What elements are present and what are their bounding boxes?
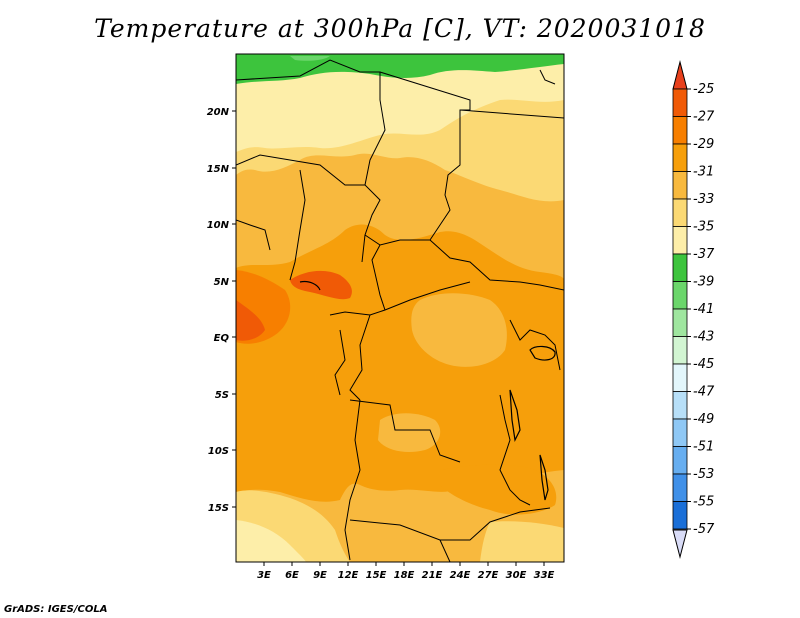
colorbar-label: -29 — [693, 137, 714, 152]
lon-label: 30E — [506, 570, 527, 581]
lon-label: 9E — [313, 570, 327, 581]
field-37-band — [236, 54, 564, 84]
lat-label: 10S — [208, 446, 229, 457]
map-frame — [235, 53, 565, 563]
field-29-core — [236, 224, 564, 502]
colorbar-label: -31 — [693, 165, 714, 180]
lon-label: 24E — [450, 570, 471, 581]
field-31-patch-1 — [411, 293, 507, 367]
lat-label: EQ — [214, 333, 230, 344]
colorbar-cell — [672, 391, 688, 420]
colorbar-label: -51 — [693, 440, 714, 455]
colorbar-label: -27 — [693, 110, 715, 125]
colorbar-cell — [672, 363, 688, 392]
field-25-gulf — [236, 300, 265, 341]
lon-label: 18E — [394, 570, 415, 581]
colorbar-cell — [672, 473, 688, 502]
colorbar-cell — [672, 116, 688, 145]
lon-label: 6E — [285, 570, 299, 581]
field-29-southeast — [440, 464, 557, 515]
lon-label: 27E — [478, 570, 499, 581]
lat-label: 10N — [207, 220, 230, 231]
colorbar-cell — [672, 253, 688, 282]
lon-label: 3E — [257, 570, 271, 581]
colorbar: -25 -27 -29 -31 -33 -35 -37 -39 -41 -43 -45 -47 -49 -… — [672, 60, 715, 559]
colorbar-top-triangle — [672, 60, 688, 90]
colorbar-label: -43 — [693, 330, 714, 345]
country-borders — [236, 59, 564, 562]
colorbar-label: -53 — [693, 467, 714, 482]
colorbar-label: -49 — [693, 412, 714, 427]
lat-label: 15N — [207, 164, 230, 175]
lakes — [299, 280, 556, 501]
colorbar-cell — [672, 501, 688, 530]
colorbar-label: -39 — [693, 275, 714, 290]
field-35-band — [236, 54, 564, 152]
colorbar-cell — [672, 308, 688, 337]
field-39-patch — [290, 56, 330, 61]
grads-credit: GrADS: IGES/COLA — [4, 604, 108, 615]
colorbar-bottom-triangle — [672, 529, 688, 559]
colorbar-cell — [672, 88, 688, 117]
field-35-southwest — [236, 520, 306, 562]
temperature-field — [236, 54, 564, 562]
colorbar-cell — [672, 143, 688, 172]
lat-label: 15S — [208, 503, 229, 514]
colorbar-cell — [672, 198, 688, 227]
lat-label: 5N — [214, 277, 230, 288]
field-25-cameroon — [290, 270, 352, 300]
colorbar-label: -47 — [693, 385, 715, 400]
colorbar-cell — [672, 446, 688, 475]
lon-label: 12E — [338, 570, 359, 581]
lat-label: 20N — [207, 107, 230, 118]
axis-ticks — [232, 110, 545, 566]
colorbar-label: -33 — [693, 192, 714, 207]
colorbar-label: -35 — [693, 220, 714, 235]
colorbar-label: -45 — [693, 357, 714, 372]
colorbar-cell — [672, 418, 688, 447]
colorbar-label: -25 — [693, 82, 714, 97]
colorbar-cell — [672, 171, 688, 200]
colorbar-label: -37 — [693, 247, 715, 262]
colorbar-label: -57 — [693, 522, 715, 537]
lon-label: 33E — [534, 570, 555, 581]
colorbar-label: -55 — [693, 495, 714, 510]
colorbar-cell — [672, 336, 688, 365]
chart-title: Temperature at 300hPa [C], VT: 202003101… — [94, 14, 706, 43]
lon-label: 21E — [422, 570, 443, 581]
field-31-patch-3 — [236, 174, 300, 250]
colorbar-label: -41 — [693, 302, 714, 317]
colorbar-cell — [672, 281, 688, 310]
colorbar-cell — [672, 226, 688, 255]
lat-label: 5S — [215, 390, 229, 401]
lon-label: 15E — [366, 570, 387, 581]
field-33-southeast — [480, 521, 564, 562]
